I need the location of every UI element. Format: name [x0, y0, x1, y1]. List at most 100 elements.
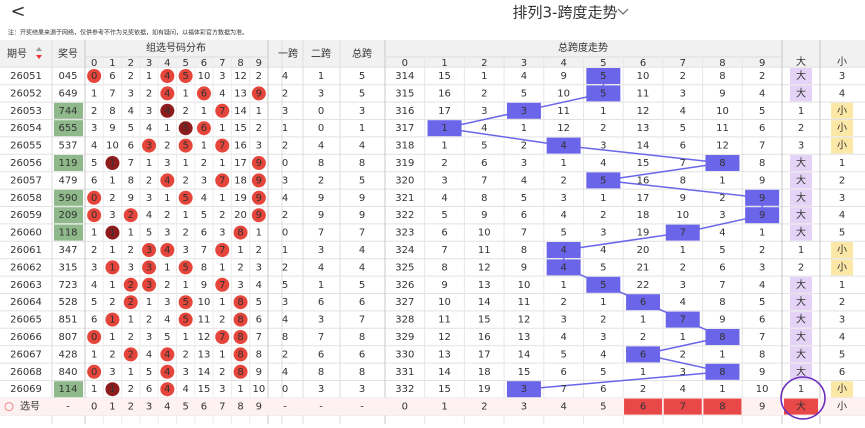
dist: 3 [201, 175, 207, 186]
pick-digit[interactable]: 3 [146, 402, 152, 413]
title-chevron[interactable] [617, 8, 629, 15]
pick-trend[interactable]: 0 [402, 402, 408, 413]
pick-small[interactable]: 小 [837, 401, 847, 413]
dist: 3 [164, 297, 170, 308]
dist: 8 [237, 367, 243, 378]
trend: 3 [560, 193, 566, 204]
trend: 17 [637, 193, 650, 204]
pick-big[interactable]: 大 [796, 400, 806, 413]
dist: 0 [91, 193, 97, 204]
trend: 21 [637, 262, 650, 273]
trend: 324 [395, 245, 414, 256]
ball [178, 69, 193, 83]
pick-digit[interactable]: 6 [201, 402, 207, 413]
dist: 1 [91, 349, 97, 360]
pick-trend[interactable]: 6 [640, 402, 646, 413]
dist: 1 [109, 262, 115, 273]
ball [215, 103, 230, 118]
pick-digit[interactable]: 4 [164, 402, 170, 413]
pick-digit[interactable]: 5 [182, 402, 188, 413]
pick-trend[interactable]: 3 [521, 402, 527, 413]
pick-digit[interactable]: 1 [109, 402, 115, 413]
dist: 3 [256, 262, 262, 273]
trend: 1 [719, 349, 725, 360]
pick-trend[interactable]: 8 [719, 402, 725, 413]
period: 26064 [10, 297, 42, 308]
big-hit [790, 155, 812, 171]
page-title[interactable]: 排列3-跨度走势 [513, 4, 618, 22]
span1: 1 [282, 123, 288, 134]
dist: 18 [234, 175, 247, 186]
trend: 19 [637, 228, 650, 239]
pick-digit[interactable]: 7 [219, 402, 225, 413]
dist: 7 [201, 245, 207, 256]
trend: 12 [637, 106, 650, 117]
ball [251, 156, 266, 170]
period: 26069 [10, 384, 42, 395]
trend: 8 [759, 349, 765, 360]
ball [87, 190, 102, 205]
trend: 9 [719, 88, 725, 99]
trend: 1 [521, 123, 527, 134]
trend: 5 [600, 367, 606, 378]
span2: 8 [318, 367, 324, 378]
total: 6 [359, 297, 365, 308]
span2: 2 [318, 175, 324, 186]
dist: 2 [128, 349, 134, 360]
digit-header: 9 [256, 58, 262, 69]
ball [142, 243, 157, 257]
pick-trend[interactable]: 9 [759, 402, 765, 413]
trend: 12 [716, 141, 729, 152]
trend: 5 [600, 175, 606, 186]
dist: 8 [237, 332, 243, 343]
dist: 1 [164, 193, 170, 204]
span1: 4 [282, 193, 288, 204]
span2: 7 [318, 332, 324, 343]
dist: 2 [91, 245, 97, 256]
period: 26066 [10, 332, 42, 343]
dist: 4 [201, 193, 207, 204]
pick-trend[interactable]: 7 [680, 402, 686, 413]
pick-trend[interactable]: 2 [481, 402, 487, 413]
sort-down[interactable] [36, 55, 42, 59]
back-button[interactable]: < [10, 1, 25, 22]
dist: 1 [237, 245, 243, 256]
dist: 0 [91, 210, 97, 221]
pick-digit[interactable]: 9 [256, 402, 262, 413]
trend: 329 [395, 332, 414, 343]
ball [87, 208, 102, 223]
dist: 3 [146, 280, 152, 291]
pick-digit[interactable]: 2 [128, 402, 134, 413]
total: 1 [359, 123, 365, 134]
prize: 655 [58, 123, 77, 134]
dist: 5 [182, 262, 188, 273]
total: 5 [359, 175, 365, 186]
pick-digit[interactable]: 0 [91, 402, 97, 413]
ball [160, 382, 175, 397]
pick-prize: - [66, 402, 70, 413]
pick-digit[interactable]: 8 [237, 402, 243, 413]
ball [196, 121, 211, 136]
trend: 2 [521, 141, 527, 152]
trend: 317 [395, 123, 414, 134]
pick-trend[interactable]: 4 [560, 402, 566, 413]
trend-hit [626, 346, 661, 363]
prize: 479 [58, 175, 77, 186]
pick-trend[interactable]: 1 [441, 402, 447, 413]
dist: 2 [128, 280, 134, 291]
sort-up[interactable] [36, 47, 42, 51]
trend: 5 [521, 88, 527, 99]
dist: 1 [219, 297, 225, 308]
trend: 10 [637, 71, 650, 82]
trend: 326 [395, 280, 414, 291]
trend: 5 [600, 88, 606, 99]
pick-trend[interactable]: 5 [600, 402, 606, 413]
dist: 1 [91, 88, 97, 99]
trend: 3 [680, 280, 686, 291]
dist: 2 [128, 210, 134, 221]
small: 小 [837, 122, 847, 134]
trend: 331 [395, 367, 414, 378]
trend: 5 [600, 280, 606, 291]
trend-hit [705, 329, 740, 345]
dist: 3 [128, 88, 134, 99]
